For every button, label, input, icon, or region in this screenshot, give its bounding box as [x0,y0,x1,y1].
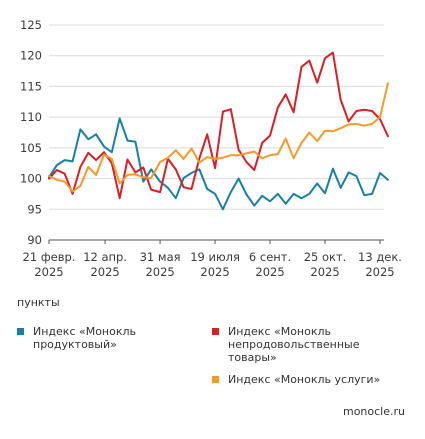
y-tick-label: 125 [20,18,42,32]
y-tick-label: 110 [20,110,42,124]
units-label: пункты [17,296,60,309]
y-tick-label: 105 [20,141,42,155]
x-tick-label-year: 2025 [145,265,174,279]
series-line-2 [48,82,389,193]
series-lines [48,51,389,211]
y-tick-label: 90 [27,233,42,247]
x-tick-label: 31 мая [140,250,181,264]
x-tick-label-year: 2025 [255,265,284,279]
x-tick-label: 19 июля [190,250,240,264]
y-tick-label: 95 [27,202,42,216]
legend-item-services: Индекс «Монокль услуги» [212,373,412,393]
x-tick-label-year: 2025 [34,265,63,279]
y-tick-label: 120 [20,49,42,63]
x-tick-label-year: 2025 [200,265,229,279]
y-axis-tick-labels: 90 95 100 105 110 115 120 125 [20,18,42,247]
legend-swatch-services [212,376,219,383]
series-line-1 [48,51,389,200]
x-tick-label-year: 2025 [90,265,119,279]
x-tick-label: 13 дек. [358,250,402,264]
y-tick-label: 115 [20,79,42,93]
x-tick-label: 12 апр. [83,250,127,264]
x-tick-label-year: 2025 [365,265,394,279]
legend-swatch-nonfood [212,328,219,335]
legend-item-food: Индекс «Монокль продуктовый» [17,325,187,365]
legend-item-nonfood: Индекс «Монокль непродовольственные това… [212,325,412,375]
x-tick-label: 21 февр. [23,250,76,264]
y-tick-label: 100 [20,172,42,186]
legend-label-services: Индекс «Монокль услуги» [228,373,381,386]
source-label: monocle.ru [342,405,405,418]
x-tick-label: 25 окт. [304,250,347,264]
series-line-0 [48,117,389,211]
legend-label-food: Индекс «Монокль продуктовый» [33,325,137,351]
x-tick-label-year: 2025 [310,265,339,279]
legend-label-nonfood: Индекс «Монокль непродовольственные това… [228,325,360,364]
legend-swatch-food [17,328,24,335]
x-tick-label: 6 сент. [249,250,291,264]
